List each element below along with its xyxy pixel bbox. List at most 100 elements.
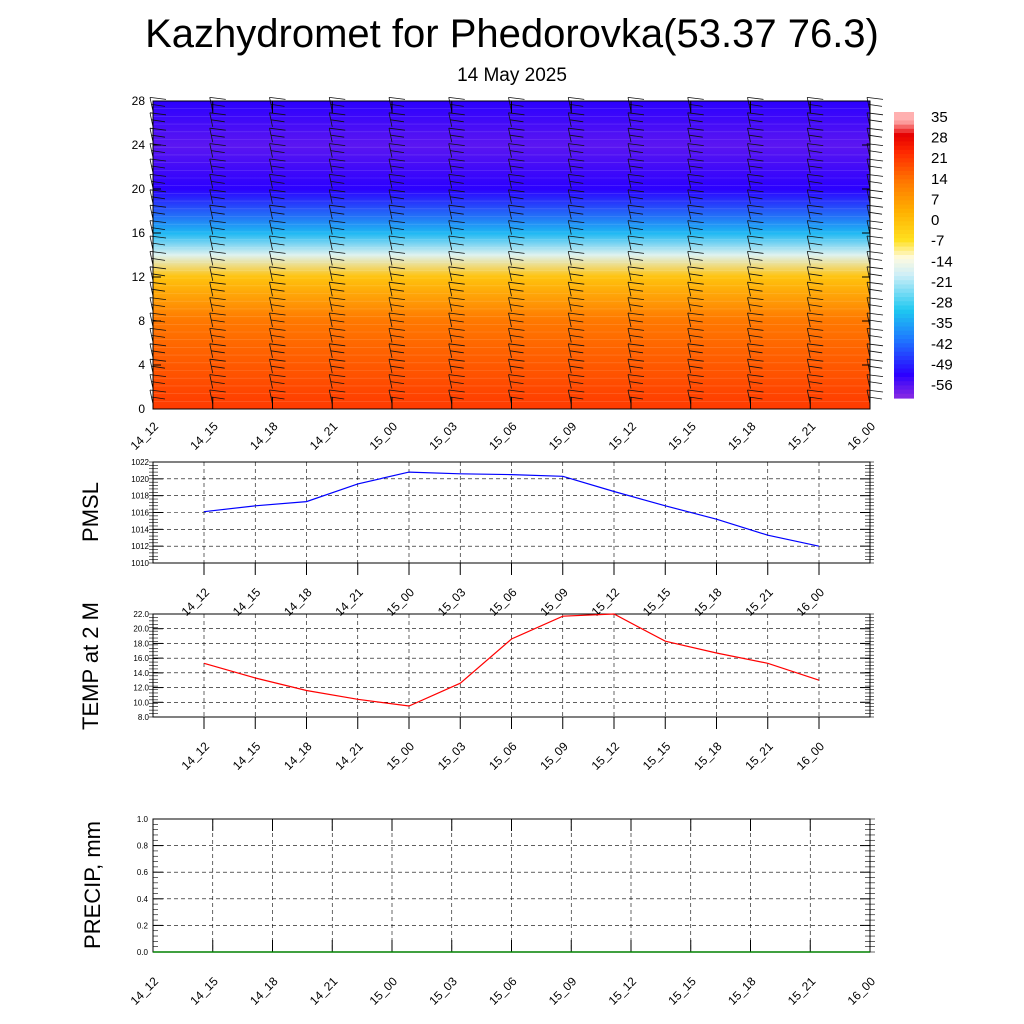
barb-flag <box>448 143 465 146</box>
barb-flag <box>808 365 823 369</box>
barb-flag <box>390 134 405 138</box>
wind-barb <box>687 343 704 358</box>
wind-barb <box>747 143 764 158</box>
barb-flag <box>508 297 525 300</box>
barb-flag <box>748 119 763 123</box>
barb-flag <box>807 189 824 193</box>
wind-barb <box>448 374 465 389</box>
barb-flag <box>448 312 465 316</box>
y-tick-label: 20.0 <box>133 625 149 634</box>
wind-barb <box>209 158 226 174</box>
barb-flag <box>329 312 346 316</box>
y-tick-label: 1018 <box>131 492 149 501</box>
barb-flag <box>508 358 525 362</box>
barb-flag <box>450 288 464 292</box>
wind-barb <box>269 251 286 266</box>
barb-flag <box>569 335 584 338</box>
barb-flag <box>807 251 824 254</box>
wind-barb <box>269 158 286 174</box>
barb-flag <box>808 104 823 107</box>
wind-barb <box>747 158 764 174</box>
barb-flag <box>508 312 525 316</box>
barb-flag <box>269 374 286 377</box>
wind-barb <box>687 112 704 127</box>
wind-barb <box>448 358 465 374</box>
barb-flag <box>329 204 346 208</box>
barb-flag <box>808 304 823 307</box>
barb-flag <box>329 374 346 377</box>
barb-flag <box>807 174 824 177</box>
colorbar-label: -42 <box>931 336 953 353</box>
colorbar-bin <box>894 120 914 126</box>
barb-flag <box>868 273 883 277</box>
colorbar-bin <box>894 212 914 218</box>
barb-flag <box>627 204 645 208</box>
wind-barb <box>269 358 286 374</box>
barb-flag <box>509 242 524 246</box>
x-tick-label: 15_18 <box>725 974 759 1008</box>
barb-flag <box>687 97 704 100</box>
barb-flag <box>568 328 585 331</box>
barb-flag <box>748 304 763 307</box>
barb-flag <box>330 196 345 200</box>
barb-flag <box>329 220 346 223</box>
barb-flag <box>388 389 406 393</box>
barb-flag <box>568 174 585 177</box>
barb-flag <box>151 304 166 307</box>
barb-flag <box>509 365 524 369</box>
barb-flag <box>390 335 405 338</box>
barb-flag <box>687 204 704 208</box>
barb-flag <box>269 112 286 116</box>
wind-barb <box>567 343 585 358</box>
barb-flag <box>509 165 524 169</box>
barb-flag <box>687 358 704 362</box>
barb-flag <box>390 304 405 307</box>
temp-frame <box>152 613 871 718</box>
x-tick-label: 15_18 <box>725 419 759 453</box>
barb-flag <box>270 273 285 277</box>
barb-flag <box>209 220 226 223</box>
colorbar-label: -35 <box>931 315 953 332</box>
barb-flag <box>866 97 884 100</box>
barb-flag <box>748 396 763 400</box>
wind-barb <box>508 204 525 220</box>
barb-flag <box>689 104 703 107</box>
barb-flag <box>509 134 524 138</box>
barb-flag <box>448 174 465 177</box>
barb-flag <box>270 381 285 384</box>
barb-flag <box>627 235 645 239</box>
barb-flag <box>747 97 764 100</box>
wind-barb <box>627 312 645 328</box>
barb-flag <box>509 350 524 354</box>
barb-flag <box>508 389 525 393</box>
barb-flag <box>448 235 465 239</box>
wind-barb <box>508 220 525 235</box>
barb-flag <box>689 242 703 246</box>
wind-barb <box>328 266 346 281</box>
barb-flag <box>807 281 824 285</box>
wind-barb <box>687 189 704 204</box>
barb-flag <box>209 143 226 146</box>
barb-flag <box>808 258 823 261</box>
colorbar-bin <box>894 368 914 374</box>
wind-barb <box>627 174 645 189</box>
colorbar: 35 28 21 14 7 0 -7 -14 -21 -28 -35 -42 -49 -56 <box>894 109 953 399</box>
barb-flag <box>330 335 345 338</box>
barb-flag <box>330 365 345 369</box>
barb-flag <box>868 165 883 169</box>
barb-flag <box>808 335 823 338</box>
barb-flag <box>209 358 226 362</box>
barb-flag <box>269 220 286 223</box>
barb-flag <box>689 181 703 184</box>
barb-flag <box>569 258 584 261</box>
wind-barb <box>328 235 346 251</box>
barb-flag <box>747 204 764 208</box>
barb-flag <box>448 112 465 116</box>
wind-barb <box>687 312 704 328</box>
barb-flag <box>807 158 824 162</box>
barb-flag <box>747 281 764 285</box>
x-tick-label: 15_15 <box>665 974 699 1008</box>
wind-barb <box>747 127 764 143</box>
colorbar-bin <box>894 162 914 168</box>
wind-barb <box>448 297 465 312</box>
